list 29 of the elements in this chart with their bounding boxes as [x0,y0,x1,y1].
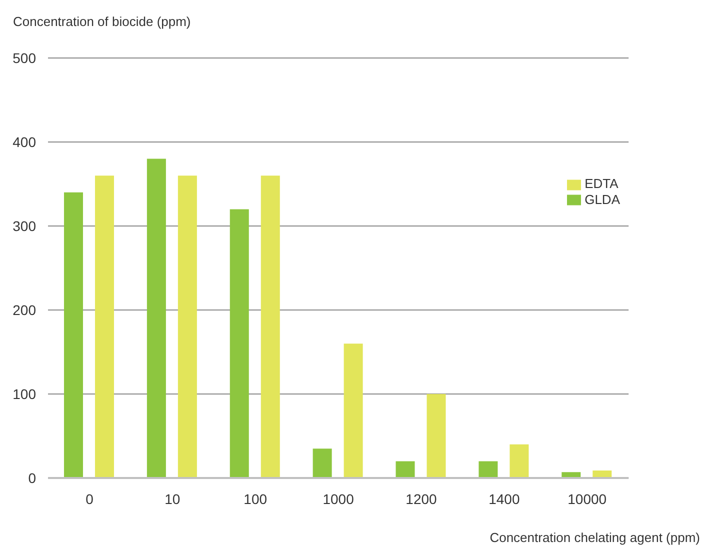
y-tick-label: 400 [12,134,36,150]
x-tick-label: 10000 [568,490,607,507]
bar [312,448,332,478]
bar [95,176,114,478]
x-tick-label: 0 [86,490,94,507]
bar [230,209,249,478]
bar [426,394,446,478]
y-tick-label: 100 [12,386,36,402]
bar [64,192,83,478]
y-axis-title: Concentration of biocide (ppm) [13,14,191,29]
y-tick-label: 500 [12,50,36,66]
x-tick-label: 1200 [406,490,438,507]
legend-label: EDTA [584,176,618,191]
bar [396,461,415,478]
y-tick-label: 300 [12,218,36,234]
x-tick-label: 10 [164,490,180,507]
y-tick-label: 0 [28,470,36,486]
x-tick-label: 1000 [322,490,354,507]
bar [478,461,498,478]
bar [178,176,197,478]
x-tick-label: 1400 [488,490,520,507]
bar [510,444,529,478]
legend-label: GLDA [584,192,620,207]
y-tick-label: 200 [12,302,36,318]
x-axis-title: Concentration chelating agent (ppm) [490,530,700,545]
bar [344,344,363,478]
bar [146,158,166,478]
bar [260,176,280,478]
x-tick-label: 100 [244,490,268,507]
